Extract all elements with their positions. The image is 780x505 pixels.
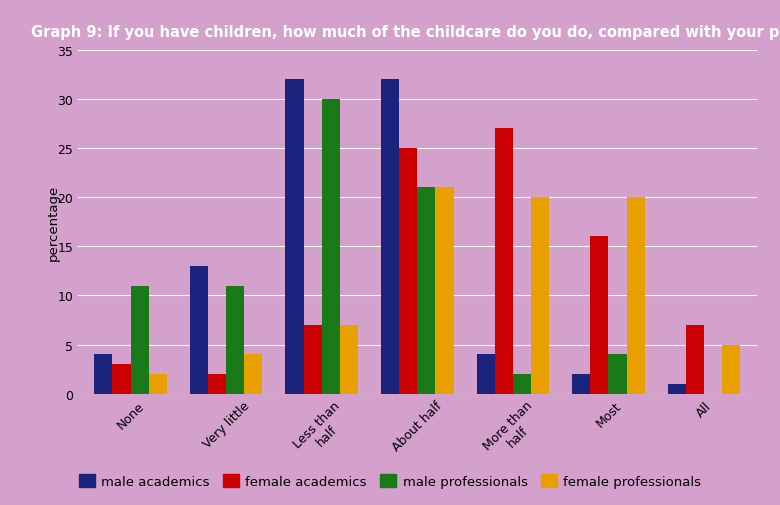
Bar — [149, 374, 167, 394]
Bar — [668, 384, 686, 394]
Bar — [130, 286, 149, 394]
Y-axis label: percentage: percentage — [47, 184, 59, 260]
Bar — [626, 197, 645, 394]
Bar — [321, 99, 340, 394]
Bar — [417, 188, 435, 394]
Legend: male academics, female academics, male professionals, female professionals: male academics, female academics, male p… — [73, 469, 707, 493]
Bar — [722, 345, 740, 394]
Bar — [340, 325, 358, 394]
Bar — [208, 374, 226, 394]
Bar — [112, 365, 130, 394]
Bar — [513, 374, 531, 394]
Bar — [381, 80, 399, 394]
Bar — [94, 355, 112, 394]
Bar — [190, 266, 208, 394]
Bar — [399, 148, 417, 394]
Bar — [608, 355, 626, 394]
Bar — [531, 197, 549, 394]
Bar — [226, 286, 244, 394]
Bar — [244, 355, 262, 394]
Bar — [590, 237, 608, 394]
Bar — [303, 325, 321, 394]
Text: Graph 9: If you have children, how much of the childcare do you do, compared wit: Graph 9: If you have children, how much … — [31, 25, 780, 40]
Bar — [285, 80, 303, 394]
Bar — [573, 374, 590, 394]
Bar — [686, 325, 704, 394]
Bar — [435, 188, 454, 394]
Bar — [477, 355, 495, 394]
Bar — [495, 129, 513, 394]
